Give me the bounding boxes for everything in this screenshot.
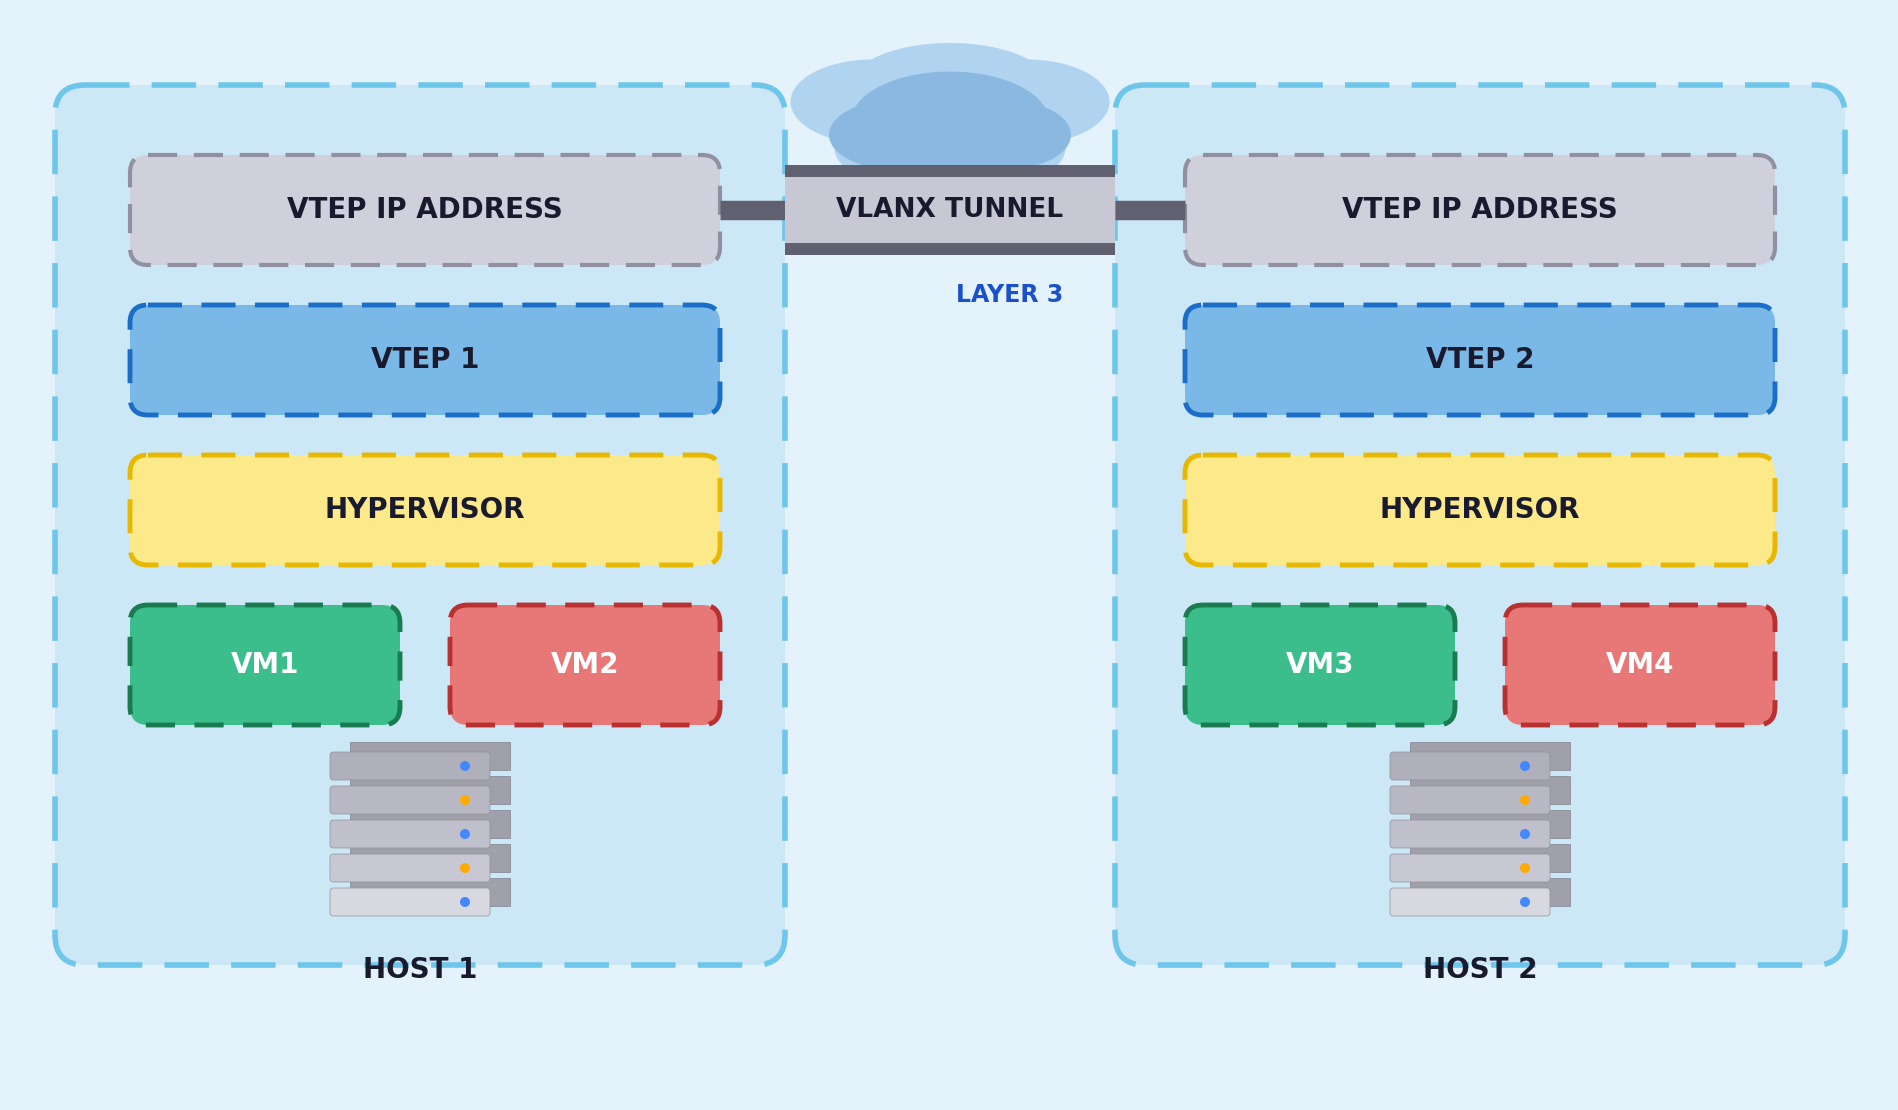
FancyBboxPatch shape: [349, 776, 511, 804]
FancyBboxPatch shape: [1408, 878, 1570, 906]
FancyBboxPatch shape: [1184, 305, 1775, 415]
Circle shape: [1518, 795, 1530, 805]
FancyBboxPatch shape: [349, 810, 511, 838]
FancyBboxPatch shape: [784, 165, 1114, 255]
FancyBboxPatch shape: [330, 888, 490, 916]
FancyBboxPatch shape: [784, 165, 1114, 176]
Text: VM1: VM1: [232, 650, 300, 679]
Circle shape: [459, 897, 469, 907]
FancyBboxPatch shape: [1389, 751, 1549, 780]
Ellipse shape: [829, 100, 960, 170]
FancyBboxPatch shape: [1389, 888, 1549, 916]
Text: HYPERVISOR: HYPERVISOR: [1380, 496, 1579, 524]
FancyBboxPatch shape: [330, 820, 490, 848]
FancyBboxPatch shape: [1389, 786, 1549, 814]
Circle shape: [459, 761, 469, 771]
FancyBboxPatch shape: [1184, 605, 1454, 725]
FancyBboxPatch shape: [129, 605, 400, 725]
FancyBboxPatch shape: [349, 741, 511, 770]
FancyBboxPatch shape: [1505, 605, 1775, 725]
Circle shape: [459, 829, 469, 839]
Circle shape: [1518, 862, 1530, 872]
FancyBboxPatch shape: [330, 854, 490, 882]
Ellipse shape: [850, 71, 1048, 172]
Text: VM3: VM3: [1285, 650, 1353, 679]
Ellipse shape: [850, 43, 1048, 128]
FancyBboxPatch shape: [1389, 854, 1549, 882]
Text: VLANX TUNNEL: VLANX TUNNEL: [835, 196, 1063, 223]
FancyBboxPatch shape: [349, 844, 511, 872]
FancyBboxPatch shape: [1408, 844, 1570, 872]
Text: HYPERVISOR: HYPERVISOR: [325, 496, 526, 524]
FancyBboxPatch shape: [330, 751, 490, 780]
FancyBboxPatch shape: [1408, 741, 1570, 770]
Ellipse shape: [911, 110, 1065, 186]
Ellipse shape: [790, 60, 955, 144]
FancyBboxPatch shape: [129, 155, 719, 265]
Text: HOST 2: HOST 2: [1422, 956, 1537, 983]
Circle shape: [459, 795, 469, 805]
FancyBboxPatch shape: [55, 85, 784, 965]
FancyBboxPatch shape: [129, 305, 719, 415]
FancyBboxPatch shape: [1114, 85, 1845, 965]
Circle shape: [1518, 761, 1530, 771]
Text: VTEP 2: VTEP 2: [1425, 346, 1534, 374]
Circle shape: [1518, 829, 1530, 839]
FancyBboxPatch shape: [1408, 776, 1570, 804]
FancyBboxPatch shape: [1389, 820, 1549, 848]
Text: VTEP 1: VTEP 1: [370, 346, 478, 374]
Text: VTEP IP ADDRESS: VTEP IP ADDRESS: [1342, 196, 1617, 224]
Text: HOST 1: HOST 1: [363, 956, 476, 983]
FancyBboxPatch shape: [129, 455, 719, 565]
FancyBboxPatch shape: [349, 878, 511, 906]
Ellipse shape: [943, 60, 1108, 144]
FancyBboxPatch shape: [784, 243, 1114, 255]
Text: VTEP IP ADDRESS: VTEP IP ADDRESS: [287, 196, 562, 224]
Text: LAYER 3: LAYER 3: [957, 283, 1063, 307]
Ellipse shape: [829, 53, 1070, 176]
FancyBboxPatch shape: [1184, 155, 1775, 265]
FancyBboxPatch shape: [330, 786, 490, 814]
FancyBboxPatch shape: [1184, 455, 1775, 565]
FancyBboxPatch shape: [1408, 810, 1570, 838]
FancyBboxPatch shape: [450, 605, 719, 725]
Text: VM2: VM2: [550, 650, 619, 679]
Ellipse shape: [833, 110, 989, 186]
Circle shape: [459, 862, 469, 872]
Circle shape: [1518, 897, 1530, 907]
Ellipse shape: [938, 100, 1070, 170]
Text: VM4: VM4: [1606, 650, 1674, 679]
